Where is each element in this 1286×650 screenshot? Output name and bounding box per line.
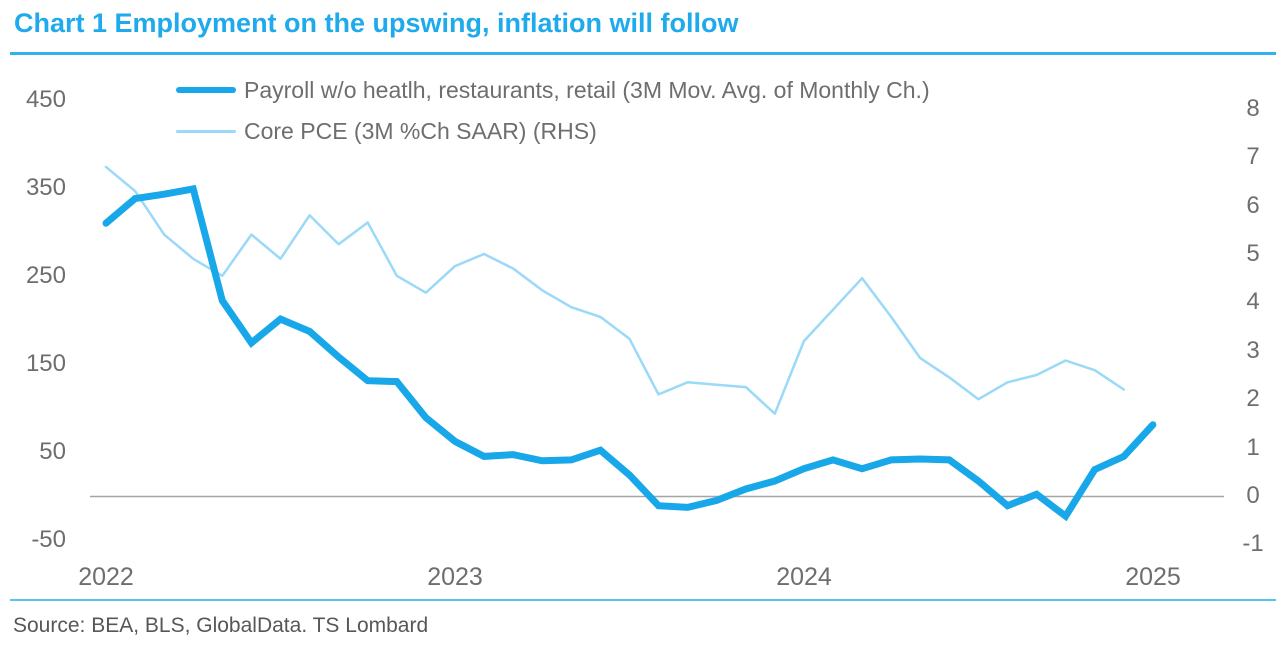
y-axis-left-tick: 150 xyxy=(25,350,66,377)
y-axis-right-tick: 4 xyxy=(1246,288,1260,316)
x-axis-tick: 2023 xyxy=(427,563,483,591)
legend-item-core-pce: Core PCE (3M %Ch SAAR) (RHS) xyxy=(176,117,930,145)
core-pce-line-swatch xyxy=(176,129,236,133)
x-axis-tick: 2025 xyxy=(1125,563,1181,591)
payroll-line xyxy=(102,184,1157,522)
x-axis-tick: 2024 xyxy=(776,563,832,591)
legend-item-payroll: Payroll w/o heatlh, restaurants, retail … xyxy=(176,76,930,104)
y-axis-right-tick: 3 xyxy=(1246,336,1260,364)
chart-title: Chart 1 Employment on the upswing, infla… xyxy=(14,8,739,38)
title-underline xyxy=(10,52,1276,55)
legend-label: Core PCE (3M %Ch SAAR) (RHS) xyxy=(244,117,597,144)
payroll-line-swatch xyxy=(176,87,236,93)
legend: Payroll w/o heatlh, restaurants, retail … xyxy=(176,76,930,158)
y-axis-left-tick: 450 xyxy=(25,86,66,113)
y-axis-right-tick: 7 xyxy=(1246,143,1260,171)
y-axis-right-tick: 1 xyxy=(1246,433,1260,461)
y-axis-left-tick: 250 xyxy=(25,262,66,289)
y-axis-left-tick: 350 xyxy=(25,174,66,201)
legend-label: Payroll w/o heatlh, restaurants, retail … xyxy=(244,76,930,103)
y-axis-left-tick: -50 xyxy=(31,526,66,553)
y-axis-right-tick: 5 xyxy=(1246,240,1260,267)
x-axis-tick: 2022 xyxy=(78,563,134,591)
source-note: Source: BEA, BLS, GlobalData. TS Lombard xyxy=(13,614,429,637)
y-axis-right-tick: -1 xyxy=(1242,530,1264,558)
y-axis-left-tick: 50 xyxy=(39,438,66,465)
core-pce-line xyxy=(104,165,1126,415)
y-axis-right-tick: 2 xyxy=(1246,385,1260,413)
bottom-rule xyxy=(10,599,1276,601)
y-axis-right-tick: 6 xyxy=(1246,191,1260,219)
y-axis-right-tick: 8 xyxy=(1246,94,1260,122)
y-axis-right-tick: 0 xyxy=(1246,482,1260,509)
